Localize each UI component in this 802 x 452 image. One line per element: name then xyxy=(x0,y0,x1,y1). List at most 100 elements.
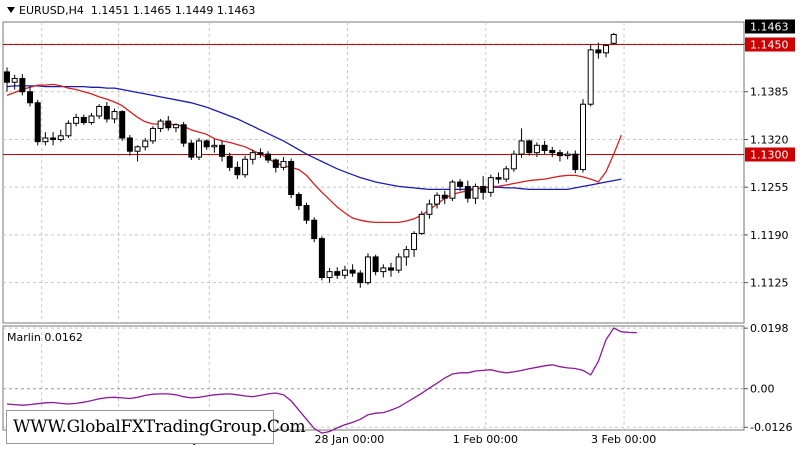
bearish-candle xyxy=(541,144,548,151)
current-price-tag xyxy=(745,19,795,34)
bearish-candle xyxy=(119,111,126,139)
bullish-candle xyxy=(57,135,64,140)
price-levels xyxy=(3,44,744,155)
bearish-candle xyxy=(349,269,356,274)
bullish-candle xyxy=(42,137,49,143)
bullish-candle xyxy=(426,203,433,215)
bearish-candle xyxy=(19,78,26,93)
bearish-candle xyxy=(4,71,10,83)
bullish-candle xyxy=(518,140,525,155)
bullish-candle xyxy=(280,160,287,168)
bullish-candle xyxy=(196,140,202,158)
bearish-candle xyxy=(318,238,325,278)
bearish-candle xyxy=(234,166,241,176)
bullish-candle xyxy=(211,144,218,148)
bullish-candle xyxy=(472,185,479,199)
bearish-candle xyxy=(80,116,87,124)
level-price-tag xyxy=(745,147,795,162)
bearish-candle xyxy=(595,49,602,54)
red-moving-average-line xyxy=(6,83,623,224)
bearish-candle xyxy=(50,137,57,140)
bearish-candle xyxy=(311,219,318,240)
bullish-candle xyxy=(510,153,517,170)
price-tick-label: 1.1190 xyxy=(750,229,789,242)
bullish-candle xyxy=(65,122,72,137)
bearish-candle xyxy=(388,267,394,271)
bearish-candle xyxy=(219,144,226,157)
bearish-candle xyxy=(188,142,195,158)
time-tick-label: 28 Jan 00:00 xyxy=(315,433,385,446)
bullish-candle xyxy=(411,232,418,251)
oscillator-tick-label: 0.0198 xyxy=(750,322,789,335)
bullish-candle xyxy=(172,124,179,129)
bullish-candle xyxy=(503,168,510,180)
bullish-candle xyxy=(610,33,617,44)
bullish-candle xyxy=(587,49,594,105)
bearish-candle xyxy=(226,155,233,168)
bearish-candle xyxy=(103,105,110,120)
bullish-candle xyxy=(149,127,156,142)
bearish-candle xyxy=(526,140,533,154)
bullish-candle xyxy=(242,158,249,176)
bullish-candle xyxy=(88,115,95,124)
bullish-candle xyxy=(380,267,387,273)
level-price-tag xyxy=(745,37,795,52)
symbol-name: EURUSD,H4 xyxy=(19,4,84,17)
close-value: 1.1463 xyxy=(216,4,256,17)
high-value: 1.1465 xyxy=(132,4,172,17)
bearish-candle xyxy=(441,194,448,199)
bearish-candle xyxy=(457,181,464,187)
candles xyxy=(4,33,617,288)
bullish-candle xyxy=(142,140,149,148)
bearish-candle xyxy=(372,256,379,273)
level-price-label: 1.1300 xyxy=(750,149,789,162)
open-value: 1.1451 xyxy=(90,4,130,17)
bullish-candle xyxy=(533,144,540,154)
bullish-candle xyxy=(73,116,80,124)
bullish-candle xyxy=(96,105,103,117)
bearish-candle xyxy=(464,185,471,199)
bearish-candle xyxy=(34,102,41,143)
bullish-candle xyxy=(249,152,256,160)
oscillator-tick-label: 0.00 xyxy=(750,383,775,396)
blue-moving-average-line xyxy=(6,85,622,191)
bullish-candle xyxy=(487,177,494,193)
bearish-candle xyxy=(303,205,310,221)
moving-averages xyxy=(6,83,623,224)
watermark: WWW.GlobalFXTradingGroup.Com xyxy=(6,410,306,444)
dropdown-triangle-icon[interactable] xyxy=(7,7,15,13)
bullish-candle xyxy=(418,213,425,234)
bearish-candle xyxy=(495,177,502,180)
bearish-candle xyxy=(27,91,34,104)
price-tick-label: 1.1255 xyxy=(750,181,789,194)
bullish-candle xyxy=(157,120,164,129)
level-price-label: 1.1450 xyxy=(750,39,789,52)
bearish-candle xyxy=(480,185,487,193)
indicator-label: Marlin 0.0162 xyxy=(7,331,83,344)
oscillator-tick-label: -0.0126 xyxy=(750,421,792,434)
bullish-candle xyxy=(111,111,118,120)
bearish-candle xyxy=(334,271,341,276)
bullish-candle xyxy=(395,256,402,271)
bearish-candle xyxy=(180,124,187,144)
bearish-candle xyxy=(556,152,563,157)
time-tick-label: 1 Feb 00:00 xyxy=(453,433,518,446)
bearish-candle xyxy=(265,153,272,161)
price-tick-label: 1.1125 xyxy=(750,277,789,290)
bullish-candle xyxy=(364,256,371,284)
price-tick-label: 1.1385 xyxy=(750,86,789,99)
bearish-candle xyxy=(549,149,556,154)
main-panel xyxy=(2,21,745,324)
bullish-candle xyxy=(603,44,610,54)
bullish-candle xyxy=(341,269,348,276)
bearish-candle xyxy=(165,120,172,129)
bearish-candle xyxy=(257,152,264,155)
bullish-candle xyxy=(434,194,441,205)
bearish-candle xyxy=(288,160,295,196)
bearish-candle xyxy=(357,272,364,284)
time-tick-label: 3 Feb 00:00 xyxy=(591,433,656,446)
bullish-candle xyxy=(449,181,456,199)
bullish-candle xyxy=(403,249,410,258)
symbol-header: EURUSD,H4 1.1451 1.1465 1.1449 1.1463 xyxy=(7,4,255,17)
